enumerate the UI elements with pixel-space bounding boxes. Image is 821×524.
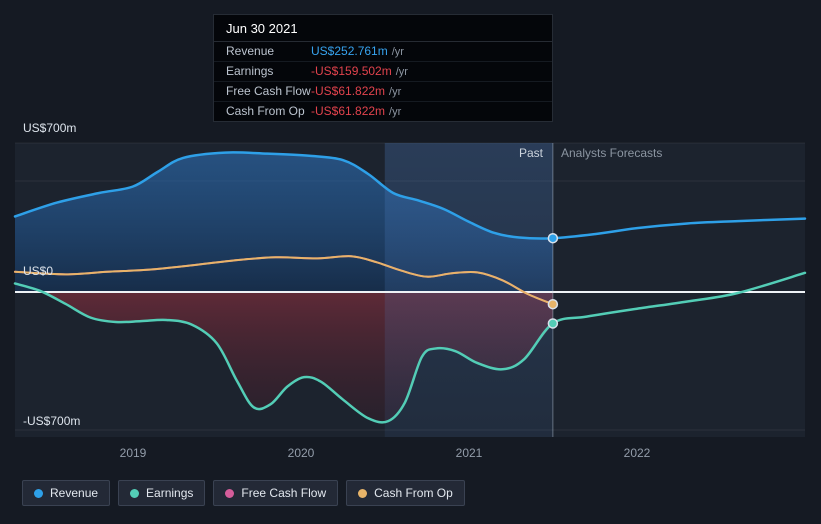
legend-revenue[interactable]: Revenue bbox=[22, 480, 111, 506]
x-tick-2022: 2022 bbox=[623, 446, 651, 460]
tooltip-value: -US$61.822m bbox=[311, 104, 386, 118]
free-cash-flow-dot-icon bbox=[225, 488, 235, 498]
tooltip-label: Cash From Op bbox=[226, 104, 305, 118]
tooltip-value: -US$61.822m bbox=[311, 84, 386, 98]
chart-legend: Revenue Earnings Free Cash Flow Cash Fro… bbox=[22, 480, 465, 506]
legend-earnings[interactable]: Earnings bbox=[118, 480, 206, 506]
tooltip-row-earnings: Earnings -US$159.502m /yr bbox=[214, 61, 552, 81]
earnings-dot-icon bbox=[130, 488, 140, 498]
legend-cash-from-op[interactable]: Cash From Op bbox=[346, 480, 465, 506]
tooltip-label: Revenue bbox=[226, 44, 275, 58]
cash-from-op-dot-icon bbox=[358, 488, 368, 498]
chart-tooltip: Jun 30 2021 Revenue US$252.761m /yr Earn… bbox=[213, 14, 553, 122]
tooltip-value: -US$159.502m bbox=[311, 64, 392, 78]
y-axis-label-zero: US$0 bbox=[23, 264, 54, 278]
tooltip-label: Earnings bbox=[226, 64, 274, 78]
past-section-label: Past bbox=[518, 146, 543, 160]
tooltip-unit: /yr bbox=[389, 106, 402, 118]
tooltip-value: US$252.761m bbox=[311, 44, 388, 58]
tooltip-row-revenue: Revenue US$252.761m /yr bbox=[214, 42, 552, 61]
tooltip-date: Jun 30 2021 bbox=[214, 15, 552, 42]
tooltip-row-free-cash-flow: Free Cash Flow -US$61.822m /yr bbox=[214, 81, 552, 101]
y-axis-label-top: US$700m bbox=[23, 121, 77, 135]
legend-free-cash-flow[interactable]: Free Cash Flow bbox=[213, 480, 339, 506]
tooltip-row-cash-from-op: Cash From Op -US$61.822m /yr bbox=[214, 101, 552, 121]
legend-earnings-label: Earnings bbox=[146, 486, 194, 500]
legend-free-cash-flow-label: Free Cash Flow bbox=[241, 486, 327, 500]
x-tick-2019: 2019 bbox=[119, 446, 147, 460]
tooltip-label: Free Cash Flow bbox=[226, 84, 311, 98]
legend-cash-from-op-label: Cash From Op bbox=[374, 486, 453, 500]
revenue-dot-icon bbox=[34, 488, 43, 498]
x-tick-2021: 2021 bbox=[455, 446, 483, 460]
forecast-section-label: Analysts Forecasts bbox=[561, 146, 663, 160]
tooltip-unit: /yr bbox=[391, 46, 404, 58]
legend-revenue-label: Revenue bbox=[50, 486, 99, 500]
tooltip-unit: /yr bbox=[395, 66, 408, 78]
tooltip-unit: /yr bbox=[389, 86, 402, 98]
x-tick-2020: 2020 bbox=[287, 446, 315, 460]
y-axis-label-bottom: -US$700m bbox=[23, 414, 81, 428]
